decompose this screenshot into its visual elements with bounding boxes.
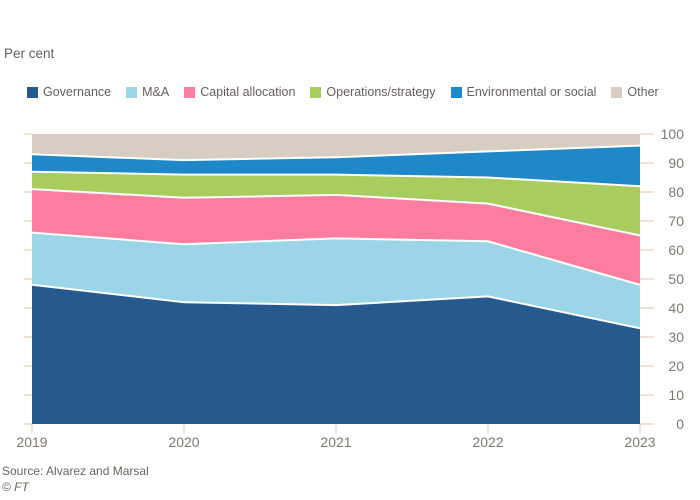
legend-item-capital-allocation: Capital allocation	[184, 85, 295, 99]
y-tick-label: 80	[668, 184, 684, 200]
stacked-area-chart: 0 10 20 30 40 50 60 70 80 90 100 2019 2020 2021 2022 20…	[16, 126, 685, 450]
legend-item-other: Other	[611, 85, 659, 99]
legend-label: M&A	[142, 85, 170, 99]
y-tick-label: 50	[668, 271, 684, 287]
legend-swatch-capital-allocation	[184, 86, 196, 98]
legend-item-governance: Governance	[27, 85, 111, 99]
legend-item-environmental-or-social: Environmental or social	[450, 85, 597, 99]
legend-label: Capital allocation	[200, 85, 296, 99]
area-governance	[32, 284, 640, 424]
source-line: Source: Alvarez and Marsal	[2, 464, 149, 478]
y-tick-label: 70	[668, 213, 684, 229]
unit-label: Per cent	[4, 46, 55, 61]
legend-label: Operations/strategy	[326, 85, 436, 99]
series-boundary-environmental-or-social	[31, 144, 641, 162]
series-boundary-m-a	[31, 231, 641, 286]
legend-item-ma: M&A	[126, 85, 169, 99]
y-tick-label: 100	[661, 126, 685, 142]
legend-swatch-ma	[126, 86, 138, 98]
ft-credit: © FT	[2, 480, 29, 494]
y-tick-label: 30	[668, 329, 684, 345]
legend-swatch-operations-strategy	[310, 86, 322, 98]
series-boundary-capital-allocation	[31, 188, 641, 237]
y-tick-label: 40	[668, 300, 684, 316]
legend-label: Governance	[43, 85, 112, 99]
legend-swatch-other	[611, 86, 623, 98]
x-tick-label: 2023	[624, 434, 655, 450]
area-m-a	[32, 232, 640, 329]
x-tick-label: 2020	[168, 434, 199, 450]
x-tick-label: 2021	[320, 434, 351, 450]
chart-legend: Governance M&A Capital allocation Operat…	[27, 85, 659, 99]
legend-swatch-environmental-or-social	[450, 86, 462, 98]
legend-swatch-governance	[27, 86, 38, 98]
legend-label: Environmental or social	[466, 85, 597, 99]
series-boundary-governance	[31, 283, 641, 330]
y-tick-label: 90	[668, 155, 684, 171]
y-tick-label: 10	[668, 387, 684, 403]
x-tick-label: 2022	[472, 434, 503, 450]
y-tick-label: 60	[668, 242, 684, 258]
legend-label: Other	[627, 85, 659, 99]
y-tick-label: 20	[668, 358, 684, 374]
area-environmental-or-social	[32, 145, 640, 187]
area-capital-allocation	[32, 189, 640, 285]
legend-item-operations-strategy: Operations/strategy	[310, 85, 436, 99]
area-other	[32, 134, 640, 161]
area-operations-strategy	[32, 171, 640, 236]
series-boundary-operations-strategy	[31, 170, 641, 188]
y-tick-label: 0	[676, 416, 684, 432]
x-tick-label: 2019	[16, 434, 47, 450]
